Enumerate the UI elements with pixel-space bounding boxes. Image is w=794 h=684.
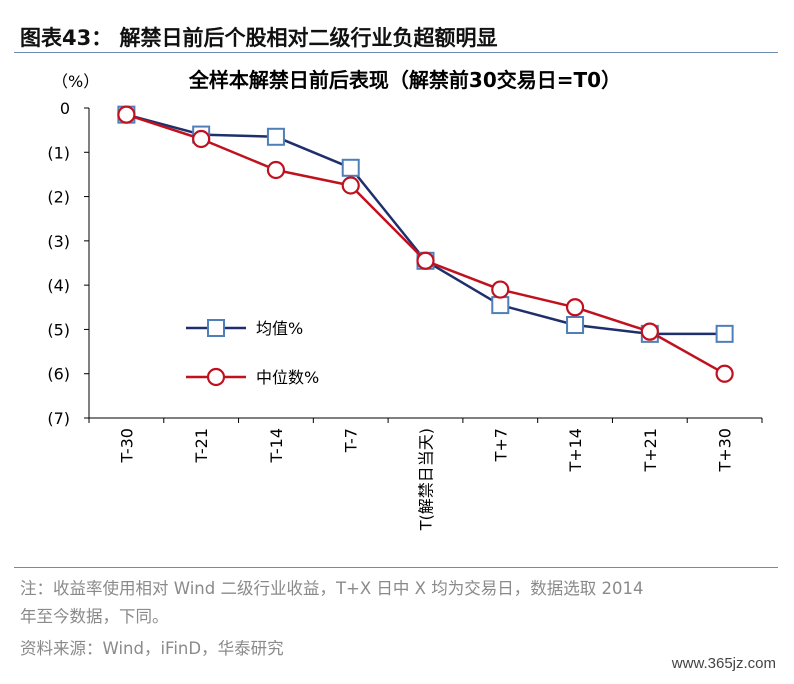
legend-marker-square <box>207 319 225 337</box>
x-tick-label: T(解禁日当天) <box>417 428 436 531</box>
chart-title: 全样本解禁日前后表现（解禁前30交易日=T0） <box>188 68 621 92</box>
footnote-line-2: 年至今数据，下同。 <box>20 607 169 626</box>
line-chart: 全样本解禁日前后表现（解禁前30交易日=T0） （%） 0 (1) (2) (3) (4… <box>47 68 763 531</box>
data-point-square <box>266 127 285 146</box>
data-point-circle <box>565 298 585 317</box>
y-axis-unit-label: （%） <box>52 72 99 91</box>
y-tick-label: (7) <box>47 409 70 428</box>
x-tick-label: T-7 <box>342 428 361 453</box>
y-tick-label: (2) <box>47 188 70 207</box>
footer-divider <box>14 567 778 568</box>
y-tick-label: (4) <box>47 276 70 295</box>
data-point-circle <box>117 105 136 124</box>
legend-marker-circle <box>206 367 226 387</box>
data-point-square <box>341 158 360 177</box>
y-tick-label: (5) <box>47 320 70 339</box>
footnote-line-1: 注：收益率使用相对 Wind 二级行业收益，T+X 日中 X 均为交易日，数据选… <box>20 579 644 598</box>
legend-label: 中位数% <box>256 368 319 387</box>
series-line-1 <box>126 113 725 336</box>
x-tick-label: T+14 <box>566 428 585 473</box>
x-tick-label: T-14 <box>267 428 286 463</box>
x-tick-label: T+30 <box>716 428 735 473</box>
data-point-circle <box>416 251 435 270</box>
x-tick-label: T+21 <box>641 428 660 473</box>
data-point-circle <box>491 280 510 299</box>
data-point-square <box>715 324 734 343</box>
y-tick-label: (6) <box>47 365 70 384</box>
series-layer <box>117 105 734 383</box>
figure-title: 图表43： 解禁日前后个股相对二级行业负超额明显 <box>20 26 498 50</box>
watermark: www.365jz.com <box>671 655 776 672</box>
title-divider <box>14 52 778 53</box>
y-tick-label: (1) <box>47 143 70 162</box>
x-tick-label: T-21 <box>192 428 211 463</box>
source-note: 资料来源：Wind，iFinD，华泰研究 <box>20 639 284 658</box>
data-point-circle <box>341 176 360 195</box>
y-tick-label: 0 <box>60 99 70 118</box>
chart-legend: 均值% 中位数% <box>186 319 319 387</box>
data-point-circle <box>266 160 286 180</box>
data-point-square <box>491 296 510 315</box>
x-tick-label: T-30 <box>117 428 136 463</box>
data-point-circle <box>192 129 211 149</box>
x-tick-label: T+7 <box>491 428 510 462</box>
data-point-circle <box>640 322 659 341</box>
data-point-circle <box>715 364 734 383</box>
data-point-square <box>566 316 585 334</box>
legend-label: 均值% <box>256 319 303 338</box>
chart-axes: 0 (1) (2) (3) (4) (5) (6) (7) T-30 T-21 T-14 T-7 T(解… <box>47 99 763 531</box>
y-tick-label: (3) <box>47 232 70 251</box>
